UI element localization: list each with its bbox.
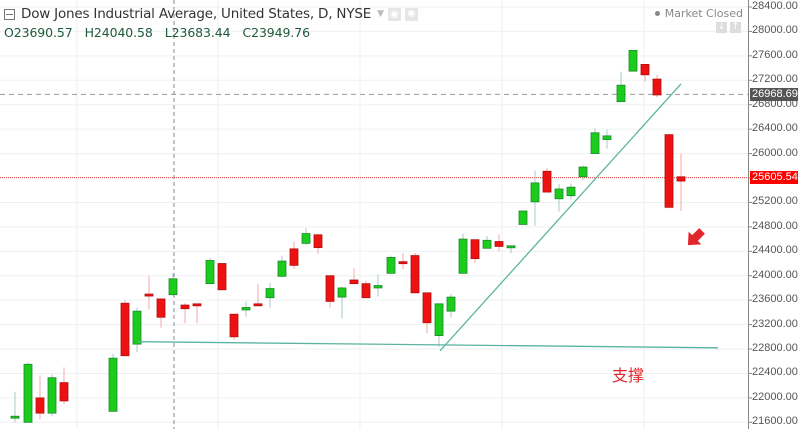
price-tick-label: 24800.00 [752,219,798,232]
candle [168,278,178,296]
trendline-support [137,341,719,349]
price-tick-label: 24000.00 [752,268,798,281]
candle [616,84,626,103]
scroll-buttons: ↓ ↑ [716,22,741,33]
close-value: C23949.76 [242,25,310,40]
candle [652,78,662,96]
candle [349,279,359,285]
price-tick-label: 23600.00 [752,293,798,306]
candle [120,302,130,357]
candle [289,248,299,266]
candle [494,241,504,247]
dropdown-caret-icon[interactable]: ▼ [377,9,384,19]
price-tick-label: 25200.00 [752,195,798,208]
candle [229,313,239,338]
price-tick-label: 22000.00 [752,390,798,403]
price-tick-label: 27200.00 [752,73,798,86]
candle [156,298,166,318]
price-tick-label: 26000.00 [752,146,798,159]
candle [566,186,576,197]
arrow-up-icon[interactable]: ↑ [730,22,741,33]
status-dot-icon [654,11,660,16]
candle [192,303,202,307]
candle [313,234,323,249]
candle [664,134,674,208]
candle [217,263,227,291]
price-tag: 26968.69 [750,87,798,101]
open-value: O23690.57 [4,25,73,40]
candle [373,285,383,289]
price-tick-label: 28400.00 [752,0,798,12]
candle [554,188,564,200]
candle [265,288,275,299]
candle [628,49,638,72]
low-value: L23683.44 [164,25,231,40]
candle [59,382,69,402]
candle [361,283,371,299]
market-status: Market Closed [654,7,743,20]
candle [253,303,263,307]
price-tick-label: 28000.00 [752,24,798,37]
candle [205,260,215,285]
price-tick-label: 22400.00 [752,366,798,379]
candle [590,132,600,154]
candle [277,260,287,277]
candle [542,170,552,193]
support-label: 支撑 [612,366,645,385]
candle [506,245,516,249]
candle [458,238,468,274]
candle [578,166,588,178]
candle [301,233,311,244]
candle [108,357,118,412]
candle [482,239,492,249]
price-tick-label: 23200.00 [752,317,798,330]
collapse-icon[interactable] [4,8,15,20]
down-arrow-icon [687,228,705,246]
candle [23,363,33,423]
arrow-down-icon[interactable]: ↓ [716,22,727,33]
candle [446,296,456,312]
candle [386,257,396,274]
candle [144,293,154,297]
candle [518,210,528,225]
candle [241,307,251,311]
price-tick-label: 21600.00 [752,415,798,428]
candle [640,64,650,76]
chart-legend: Dow Jones Industrial Average, United Sta… [4,6,418,40]
candle [10,415,20,419]
candle [180,304,190,310]
price-tick-label: 24400.00 [752,244,798,257]
candle [410,255,420,294]
gear-icon[interactable]: ✱ [404,7,418,21]
candle [35,397,45,414]
price-tick-label: 27600.00 [752,48,798,61]
eye-icon[interactable]: ◉ [387,7,401,21]
candle [470,239,480,260]
candle [47,377,57,414]
price-tick-label: 22800.00 [752,342,798,355]
candle [602,135,612,140]
market-status-text: Market Closed [664,7,743,20]
candle [132,310,142,345]
trendline-uptrend [439,83,682,352]
ohlc-values: O23690.57 H24040.58 L23683.44 C23949.76 [4,25,418,40]
candle [434,303,444,336]
price-tick-label: 26400.00 [752,122,798,135]
price-tag: 25605.54 [750,171,798,185]
candle [325,275,335,302]
candle [398,261,408,265]
candle [422,292,432,324]
candle [530,182,540,203]
candle [676,176,686,182]
symbol-title: Dow Jones Industrial Average, United Sta… [21,6,372,22]
high-value: H24040.58 [84,25,153,40]
candle [337,287,347,298]
